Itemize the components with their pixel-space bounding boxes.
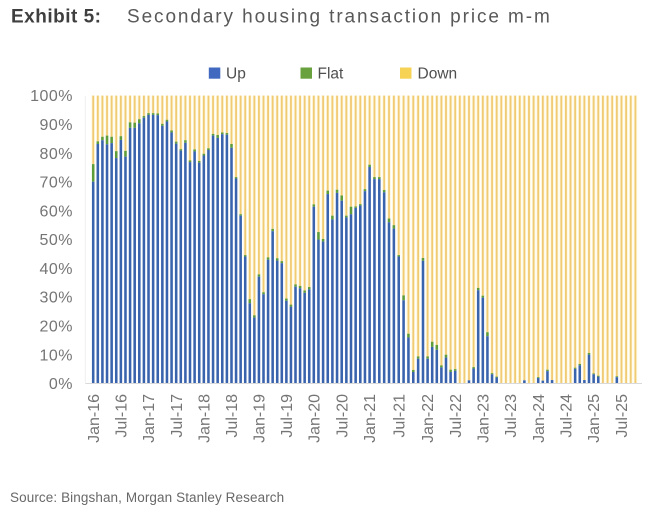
svg-text:0%: 0% (49, 376, 73, 393)
svg-text:Source: Bingshan, Morgan Stanl: Source: Bingshan, Morgan Stanley Researc… (10, 490, 284, 505)
svg-text:Jan-22: Jan-22 (420, 394, 437, 443)
svg-text:Jan-25: Jan-25 (586, 394, 603, 443)
svg-text:100%: 100% (30, 88, 73, 105)
svg-text:Jul-18: Jul-18 (224, 394, 241, 438)
svg-text:Down: Down (418, 66, 458, 83)
svg-text:Jul-24: Jul-24 (559, 394, 576, 438)
svg-text:Jan-18: Jan-18 (196, 394, 213, 443)
svg-text:30%: 30% (39, 290, 73, 307)
svg-text:Jul-17: Jul-17 (169, 394, 186, 438)
svg-text:Jan-24: Jan-24 (531, 394, 548, 443)
svg-text:Jul-21: Jul-21 (391, 394, 408, 438)
svg-text:Jan-23: Jan-23 (475, 394, 492, 443)
svg-text:Jul-25: Jul-25 (614, 394, 631, 438)
svg-text:Jan-19: Jan-19 (252, 394, 269, 443)
svg-text:Jan-21: Jan-21 (362, 394, 379, 443)
svg-text:50%: 50% (39, 232, 73, 249)
svg-text:20%: 20% (39, 319, 73, 336)
svg-text:Jul-22: Jul-22 (448, 394, 465, 438)
svg-text:80%: 80% (39, 146, 73, 163)
svg-text:Up: Up (226, 66, 246, 83)
svg-text:Exhibit 5:: Exhibit 5: (11, 7, 102, 28)
svg-text:10%: 10% (39, 347, 73, 364)
svg-text:40%: 40% (39, 261, 73, 278)
svg-text:Jan-16: Jan-16 (86, 394, 103, 443)
svg-text:Jul-20: Jul-20 (334, 394, 351, 438)
svg-text:Flat: Flat (318, 66, 345, 83)
svg-text:Jul-16: Jul-16 (113, 394, 130, 438)
svg-text:60%: 60% (39, 203, 73, 220)
svg-text:Jan-20: Jan-20 (306, 394, 323, 443)
svg-text:Secondary housing transaction: Secondary housing transaction price m-m (127, 7, 552, 28)
svg-text:90%: 90% (39, 117, 73, 134)
svg-text:Jul-19: Jul-19 (279, 394, 296, 438)
svg-text:Jul-23: Jul-23 (503, 394, 520, 438)
svg-text:70%: 70% (39, 175, 73, 192)
svg-text:Jan-17: Jan-17 (141, 394, 158, 443)
